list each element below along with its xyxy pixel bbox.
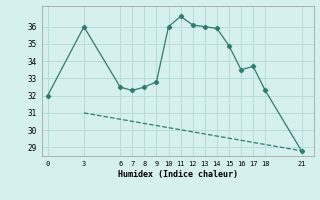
X-axis label: Humidex (Indice chaleur): Humidex (Indice chaleur): [118, 170, 237, 179]
